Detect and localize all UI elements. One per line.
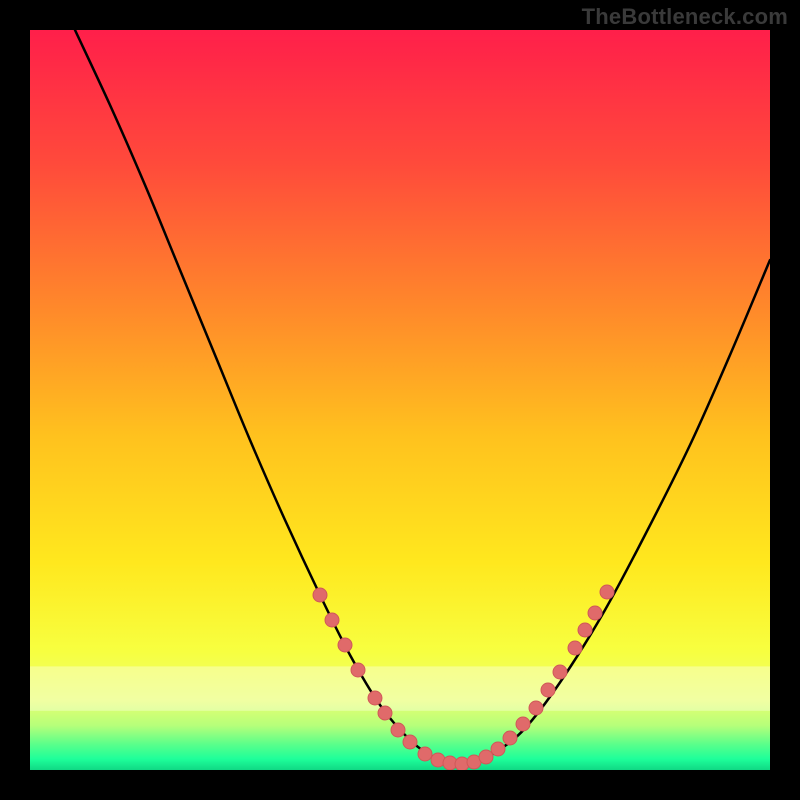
curve-marker	[313, 588, 327, 602]
curve-marker	[578, 623, 592, 637]
watermark-text: TheBottleneck.com	[582, 4, 788, 29]
curve-marker	[600, 585, 614, 599]
curve-marker	[403, 735, 417, 749]
curve-marker	[516, 717, 530, 731]
curve-marker	[378, 706, 392, 720]
curve-marker	[338, 638, 352, 652]
curve-marker	[368, 691, 382, 705]
curve-marker	[325, 613, 339, 627]
chart-background	[30, 30, 770, 770]
curve-marker	[391, 723, 405, 737]
curve-marker	[479, 750, 493, 764]
curve-marker	[529, 701, 543, 715]
chart-frame	[30, 30, 770, 770]
curve-marker	[351, 663, 365, 677]
curve-marker	[503, 731, 517, 745]
curve-marker	[541, 683, 555, 697]
pale-band	[30, 666, 770, 710]
chart-svg	[30, 30, 770, 770]
curve-marker	[553, 665, 567, 679]
curve-marker	[588, 606, 602, 620]
curve-marker	[418, 747, 432, 761]
curve-marker	[568, 641, 582, 655]
curve-marker	[491, 742, 505, 756]
